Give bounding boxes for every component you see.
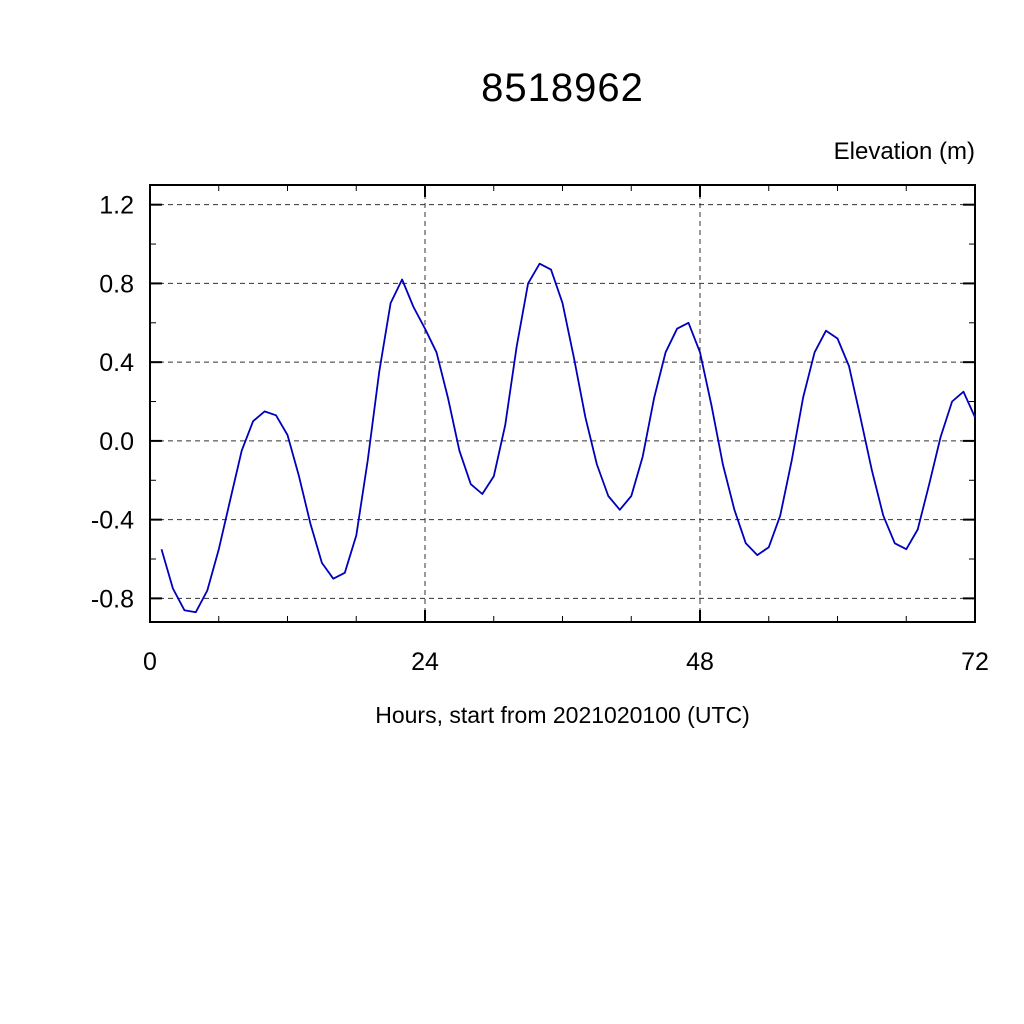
plot-frame	[149, 184, 976, 623]
y-tick-label: 0.8	[99, 270, 134, 298]
y-tick-label: 0.0	[99, 428, 134, 456]
y-tick-label: 1.2	[99, 192, 134, 220]
elevation-series-line	[160, 262, 976, 614]
x-tick-label: 24	[411, 648, 439, 676]
x-tick-label: 72	[961, 648, 989, 676]
y-axis-title: Elevation (m)	[833, 138, 975, 165]
x-tick-label: 48	[686, 648, 714, 676]
y-tick-label: -0.8	[91, 585, 134, 613]
y-tick-label: -0.4	[91, 507, 134, 535]
chart-title: 8518962	[481, 66, 644, 110]
x-tick-label: 0	[143, 648, 157, 676]
axis-ticks	[149, 185, 976, 622]
x-axis-title: Hours, start from 2021020100 (UTC)	[375, 702, 750, 728]
gridlines	[150, 185, 975, 622]
y-tick-label: 0.4	[99, 349, 134, 377]
